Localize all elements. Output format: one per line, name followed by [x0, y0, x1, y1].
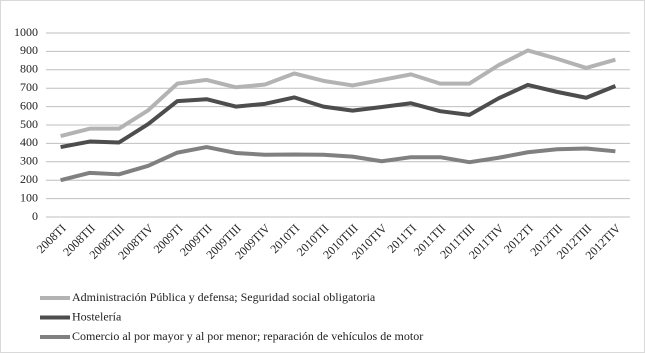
y-tick-label: 500: [20, 117, 38, 131]
series-line: [60, 145, 616, 183]
y-tick-label: 800: [20, 62, 38, 76]
y-tick-label: 300: [20, 154, 38, 168]
y-tick-label: 900: [20, 43, 38, 57]
legend-label: Comercio al por mayor y al por menor; re…: [72, 329, 423, 343]
y-tick-label: 400: [20, 135, 38, 149]
y-tick-label: 0: [32, 209, 38, 223]
legend-label: Administración Pública y defensa; Seguri…: [72, 290, 376, 304]
y-tick-label: 1000: [14, 25, 38, 39]
y-tick-label: 100: [20, 190, 38, 204]
series-line: [60, 82, 617, 150]
y-tick-label: 200: [20, 172, 38, 186]
legend-label: Hostelería: [72, 309, 122, 323]
y-tick-label: 700: [20, 80, 38, 94]
y-tick-label: 600: [20, 98, 38, 112]
series-line: [60, 48, 616, 138]
